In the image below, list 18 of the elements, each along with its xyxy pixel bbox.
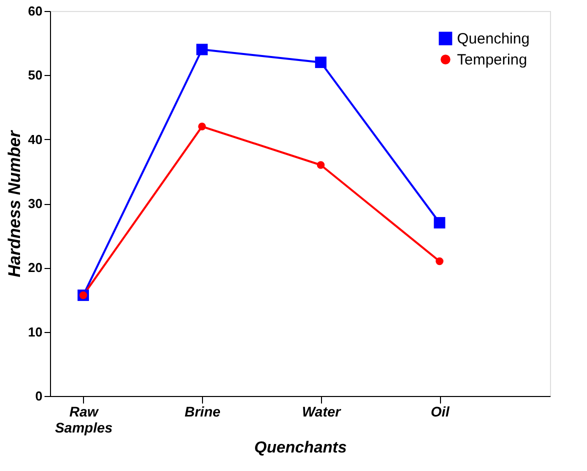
y-tick-label: 30 xyxy=(28,196,42,211)
x-tick-label: Brine xyxy=(184,404,221,420)
point xyxy=(196,44,208,56)
y-tick-label: 50 xyxy=(28,68,42,83)
y-tick-label: 20 xyxy=(28,260,42,276)
y-tick-label: 10 xyxy=(28,324,42,340)
y-tick-label: 0 xyxy=(35,388,42,404)
point xyxy=(315,56,326,68)
y-tick-label: 60 xyxy=(28,4,42,18)
x-axis-title: Quenchants xyxy=(254,440,347,456)
y-tick-label: 40 xyxy=(28,132,42,147)
legend-label: Tempering xyxy=(457,52,528,68)
x-tick-label: Oil xyxy=(430,404,450,420)
x-tick-label: Raw Samples xyxy=(54,404,113,436)
y-axis-title: Hardness Number xyxy=(5,129,24,278)
legend-label: Quenching xyxy=(457,30,530,48)
x-tick-label: Water xyxy=(302,404,342,420)
point xyxy=(434,217,446,228)
